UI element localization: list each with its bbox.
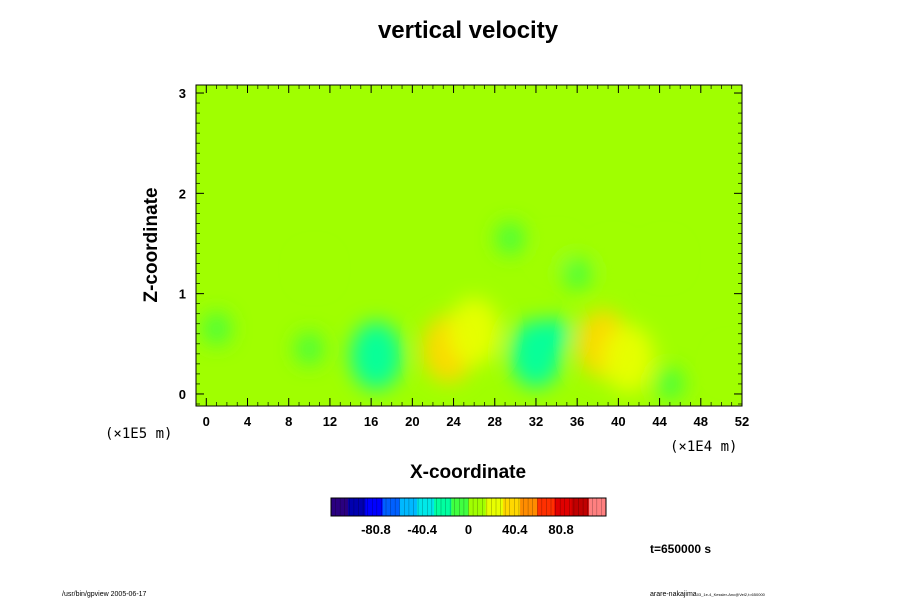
y-tick-label: 3	[179, 86, 186, 101]
colorbar-tick-label: 80.8	[548, 522, 573, 537]
plot-frame	[195, 84, 743, 407]
colorbar-segment	[451, 498, 469, 516]
velocity-feature	[602, 324, 655, 393]
velocity-feature	[599, 242, 628, 275]
velocity-feature	[496, 222, 525, 255]
footer-left: /usr/bin/gpview 2005-06-17	[62, 591, 147, 598]
colorbar-tick-label: 40.4	[502, 522, 528, 537]
footer-right-small: 03_1e-4_Kessler-Anc@Vel2,t=650000	[697, 592, 766, 597]
velocity-feature	[542, 317, 571, 350]
colorbar-segment	[537, 498, 555, 516]
velocity-feature	[717, 347, 742, 380]
y-scale-label: (×1E5 m)	[105, 426, 172, 442]
footer-right-main: arare-nakajima	[650, 591, 697, 598]
colorbar-tick-label: 0	[465, 522, 472, 537]
y-tick-label: 2	[179, 186, 186, 201]
velocity-feature	[300, 252, 329, 285]
velocity-feature	[563, 257, 592, 290]
colorbar-segment	[399, 498, 418, 516]
footer-right: arare-nakajima03_1e-4_Kessler-Anc@Vel2,t…	[650, 591, 766, 598]
colorbar-segment	[434, 498, 452, 516]
x-tick-label: 28	[488, 414, 502, 429]
colorbar-segment	[502, 498, 521, 516]
colorbar-segment	[485, 498, 504, 516]
time-label: t=650000 s	[650, 542, 711, 556]
x-tick-label: 20	[405, 414, 419, 429]
x-axis-label: X-coordinate	[410, 462, 526, 483]
x-tick-label: 0	[203, 414, 210, 429]
velocity-feature	[350, 321, 403, 390]
x-scale-label: (×1E4 m)	[670, 439, 737, 455]
x-tick-label: 32	[529, 414, 543, 429]
velocity-feature	[448, 297, 501, 366]
velocity-feature	[655, 367, 684, 400]
x-tick-label: 16	[364, 414, 378, 429]
colorbar-segment	[571, 498, 590, 516]
colorbar-segment	[331, 498, 349, 516]
colorbar-tick-label: -80.8	[361, 522, 391, 537]
colorbar-segment	[382, 498, 401, 516]
colorbar-tick-label: -40.4	[407, 522, 437, 537]
heatmap-field	[196, 85, 742, 406]
y-tick-label: 0	[179, 387, 186, 402]
x-axis: 0 4 8 12 16 20 24 28 32 36 40 44 48 52	[195, 85, 749, 429]
x-tick-label: 48	[694, 414, 708, 429]
colorbar-segment	[554, 498, 573, 516]
colorbar	[330, 497, 607, 517]
x-tick-label: 4	[244, 414, 252, 429]
colorbar-ticks: -80.8 -40.4 0 40.4 80.8	[361, 522, 574, 537]
velocity-feature	[202, 312, 231, 345]
velocity-feature	[542, 237, 571, 270]
colorbar-segment	[365, 498, 384, 516]
colorbar-frame	[330, 497, 607, 517]
colorbar-segment	[348, 498, 366, 516]
y-tick-label: 1	[179, 287, 186, 302]
y-axis-label: Z-coordinate	[141, 187, 162, 302]
y-axis: 0 1 2 3	[179, 86, 742, 405]
x-tick-label: 40	[611, 414, 625, 429]
x-tick-label: 44	[652, 414, 667, 429]
x-tick-label: 8	[285, 414, 292, 429]
colorbar-segment	[468, 498, 487, 516]
colorbar-segment	[588, 498, 607, 516]
x-tick-label: 52	[735, 414, 749, 429]
chart-title: vertical velocity	[378, 17, 559, 44]
x-tick-label: 24	[446, 414, 461, 429]
colorbar-segment	[520, 498, 538, 516]
colorbar-segment	[416, 498, 435, 516]
velocity-feature	[295, 332, 324, 365]
x-tick-label: 12	[323, 414, 337, 429]
x-tick-label: 36	[570, 414, 584, 429]
velocity-feature	[650, 242, 679, 275]
